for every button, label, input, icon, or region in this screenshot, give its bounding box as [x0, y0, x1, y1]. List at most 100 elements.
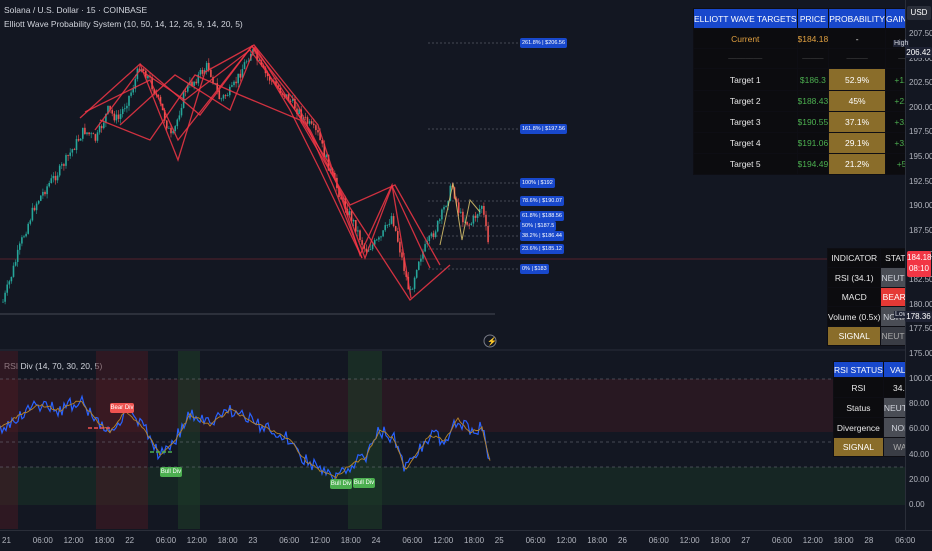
candle-body [487, 225, 489, 243]
candle-body [224, 95, 227, 97]
time-tick: 12:00 [186, 536, 207, 545]
candle-body [48, 183, 50, 187]
fib-level-label: 38.2% | $186.44 [520, 231, 564, 241]
candle-body [19, 243, 21, 250]
candle-body [199, 70, 202, 75]
candle-body [90, 133, 92, 135]
rsi-pane-title[interactable]: RSI Div (14, 70, 30, 20, 5) [4, 361, 103, 371]
target-label: Target 3 [693, 111, 798, 133]
candle-body [195, 81, 197, 84]
candle-body [109, 105, 111, 111]
candle-body [390, 216, 393, 224]
candle-body [65, 155, 67, 166]
candle-body [359, 230, 361, 241]
candle-body [443, 206, 445, 210]
target-price: $190.55 [796, 111, 830, 133]
candle-body [52, 175, 55, 179]
candle-body [361, 240, 363, 245]
time-tick: 18:00 [833, 536, 854, 545]
rsi-ma-line [0, 400, 491, 480]
price-tick: 205.00 [909, 53, 932, 63]
candle-body [82, 127, 84, 139]
price-tick: 180.00 [909, 299, 932, 309]
candle-body [27, 223, 29, 234]
candle-body [166, 120, 168, 129]
candle-body [432, 233, 435, 238]
target-label: Target 2 [693, 90, 798, 112]
time-tick: 06:00 [895, 536, 916, 545]
target-label: Target 4 [693, 132, 798, 154]
high-value: 206.42 [905, 47, 932, 58]
candle-body [2, 301, 4, 303]
bull-highlight-1 [178, 351, 200, 529]
target-price: $194.49 [796, 153, 830, 175]
candle-body [35, 203, 38, 211]
price-tick: 182.50 [909, 275, 932, 284]
candle-body [275, 81, 277, 86]
candle-body [237, 73, 239, 84]
col-header-probability: PROBABILITY [828, 8, 886, 29]
candle-body [134, 79, 137, 89]
candle-body [111, 110, 113, 114]
candle-body [16, 249, 19, 262]
price-tick: 207.50 [909, 29, 932, 38]
candle-body [124, 108, 126, 110]
candle-body [321, 140, 323, 144]
candle-body [130, 92, 132, 96]
candle-body [481, 205, 483, 209]
candle-body [380, 236, 382, 238]
candlesticks [2, 47, 489, 305]
candle-body [67, 155, 69, 156]
low-label: Low [894, 311, 909, 318]
candle-body [201, 70, 204, 74]
candle-body [12, 265, 15, 277]
time-tick: 12:00 [679, 536, 700, 545]
candle-body [63, 164, 65, 166]
candle-body [29, 220, 32, 224]
wave-line [119, 45, 431, 269]
candle-body [472, 215, 475, 224]
candle-body [119, 114, 122, 119]
candle-body [243, 62, 246, 70]
candle-body [310, 121, 313, 124]
candle-body [94, 134, 97, 141]
time-tick: 23 [248, 536, 258, 545]
low-value: 178.36 [905, 311, 932, 322]
time-tick: 12:00 [63, 536, 84, 545]
candle-body [266, 73, 269, 77]
candle-body [25, 233, 27, 237]
bear-highlight-2 [96, 351, 148, 529]
candle-body [69, 152, 71, 156]
time-tick: 25 [494, 536, 504, 545]
candle-body [233, 81, 235, 86]
time-tick: 06:00 [525, 536, 546, 545]
indicator-title[interactable]: Elliott Wave Probability System (10, 50,… [4, 19, 243, 29]
candle-body [231, 85, 233, 87]
candle-body [418, 261, 420, 270]
candle-body [304, 116, 307, 118]
svg-text:⚡: ⚡ [487, 336, 497, 346]
candle-body [218, 90, 221, 100]
candle-body [54, 175, 57, 181]
candle-body [384, 225, 386, 231]
rsi-row-label: Divergence [833, 417, 884, 438]
candle-body [397, 231, 399, 242]
fib-level-label: 0% | $183 [520, 264, 549, 274]
chart-canvas[interactable]: ⚡ [0, 0, 905, 530]
target-prob: 29.1% [828, 132, 886, 154]
candle-body [434, 231, 437, 238]
candle-body [142, 69, 145, 71]
time-tick: 06:00 [402, 536, 423, 545]
currency-button[interactable]: USD [907, 6, 931, 20]
wave-line [94, 49, 451, 301]
time-axis[interactable] [0, 530, 932, 551]
candle-body [210, 69, 212, 78]
candle-body [163, 110, 166, 121]
candle-body [271, 80, 273, 82]
time-tick: 18:00 [710, 536, 731, 545]
candle-body [388, 223, 391, 225]
symbol-title[interactable]: Solana / U.S. Dollar · 15 · COINBASE [4, 5, 148, 15]
candle-body [222, 95, 225, 99]
rsi-tick: 80.00 [909, 399, 930, 409]
price-tick: 192.50 [909, 176, 932, 186]
